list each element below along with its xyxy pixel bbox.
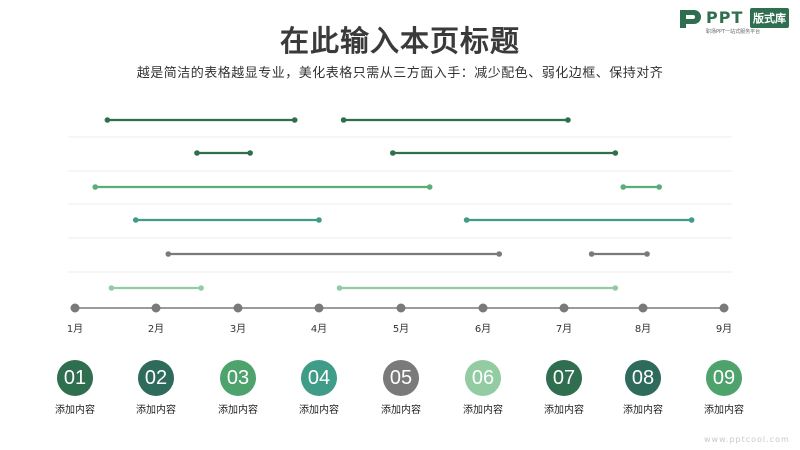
- month-label: 1月: [67, 323, 83, 335]
- month-label: 8月: [635, 323, 651, 335]
- timeline-bar-start: [194, 150, 200, 156]
- timeline-bar-end: [612, 285, 619, 291]
- month-label: 7月: [556, 323, 572, 335]
- month-tick: [719, 303, 729, 313]
- month-tick: [396, 303, 406, 313]
- item-number-circle: 04: [301, 360, 337, 396]
- item-label[interactable]: 添加内容: [381, 405, 421, 416]
- timeline-bar-end: [612, 150, 619, 156]
- timeline-bar-end: [565, 117, 571, 123]
- month-tick: [314, 303, 324, 313]
- item-label[interactable]: 添加内容: [55, 405, 95, 416]
- item-number-circle: 07: [546, 360, 582, 396]
- month-label: 4月: [311, 323, 327, 335]
- logo-mark-icon: [680, 10, 701, 28]
- page-title: 在此输入本页标题: [279, 24, 520, 58]
- item-label[interactable]: 添加内容: [299, 405, 339, 416]
- item-number-circle: 09: [706, 360, 742, 396]
- month-tick: [151, 303, 161, 313]
- month-tick: [233, 303, 243, 313]
- item-number-circle: 08: [625, 360, 661, 396]
- timeline-bar-end: [656, 184, 662, 190]
- timeline-bar-start: [588, 251, 595, 257]
- item-label[interactable]: 添加内容: [544, 405, 584, 416]
- month-tick: [559, 303, 569, 313]
- item-number-circle: 06: [465, 360, 501, 396]
- item-number-circle: 01: [57, 360, 93, 396]
- item-label[interactable]: 添加内容: [463, 405, 503, 416]
- timeline-bar-end: [291, 117, 298, 123]
- item-label[interactable]: 添加内容: [704, 405, 744, 416]
- timeline-bar-start: [340, 117, 347, 123]
- month-tick: [478, 303, 488, 313]
- month-label: 5月: [393, 323, 409, 335]
- page-subtitle: 越是简洁的表格越显专业，美化表格只需从三方面入手：减少配色、弱化边框、保持对齐: [136, 66, 664, 81]
- timeline-chart: 1月 2月 3月 4月 5月 6月 7月 8月 9月: [67, 117, 732, 335]
- timeline-bar-end: [496, 251, 503, 257]
- month-label: 6月: [475, 323, 491, 335]
- month-tick: [638, 303, 648, 313]
- brand-logo: PPT 版式库 职场PPT一站式服务平台: [678, 6, 798, 38]
- month-label: 2月: [148, 323, 164, 335]
- timeline-bar-end: [247, 150, 253, 156]
- timeline-bar-end: [198, 285, 204, 291]
- item-number-circle: 03: [220, 360, 256, 396]
- logo-tagline: 职场PPT一站式服务平台: [706, 29, 761, 35]
- timeline-bar-start: [165, 251, 172, 257]
- timeline-bar-end: [644, 251, 650, 257]
- timeline-bar-start: [463, 217, 470, 223]
- logo-name: PPT: [706, 8, 744, 27]
- month-tick: [70, 303, 80, 313]
- timeline-bar-end: [426, 184, 433, 190]
- timeline-bar-start: [336, 285, 343, 291]
- timeline-bar-start: [390, 150, 396, 156]
- item-row: 01 添加内容 02 添加内容 03 添加内容 04 添加内容 05 添加内容 06 添加内容 07 添加…: [0, 360, 800, 420]
- timeline-bar-end: [316, 217, 322, 223]
- month-label: 9月: [716, 323, 732, 335]
- item-label[interactable]: 添加内容: [218, 405, 258, 416]
- timeline-bar-start: [92, 184, 99, 190]
- timeline-bar-start: [104, 117, 111, 123]
- timeline-bar-start: [108, 285, 115, 291]
- logo-badge: 版式库: [750, 8, 789, 28]
- item-number-circle: 05: [383, 360, 419, 396]
- timeline-bar-end: [688, 217, 695, 223]
- item-label[interactable]: 添加内容: [136, 405, 176, 416]
- month-label: 3月: [230, 323, 246, 335]
- timeline-bar-start: [132, 217, 139, 223]
- item-label[interactable]: 添加内容: [623, 405, 663, 416]
- timeline-bar-start: [620, 184, 627, 190]
- watermark: www.pptcool.com: [704, 435, 790, 444]
- item-number-circle: 02: [138, 360, 174, 396]
